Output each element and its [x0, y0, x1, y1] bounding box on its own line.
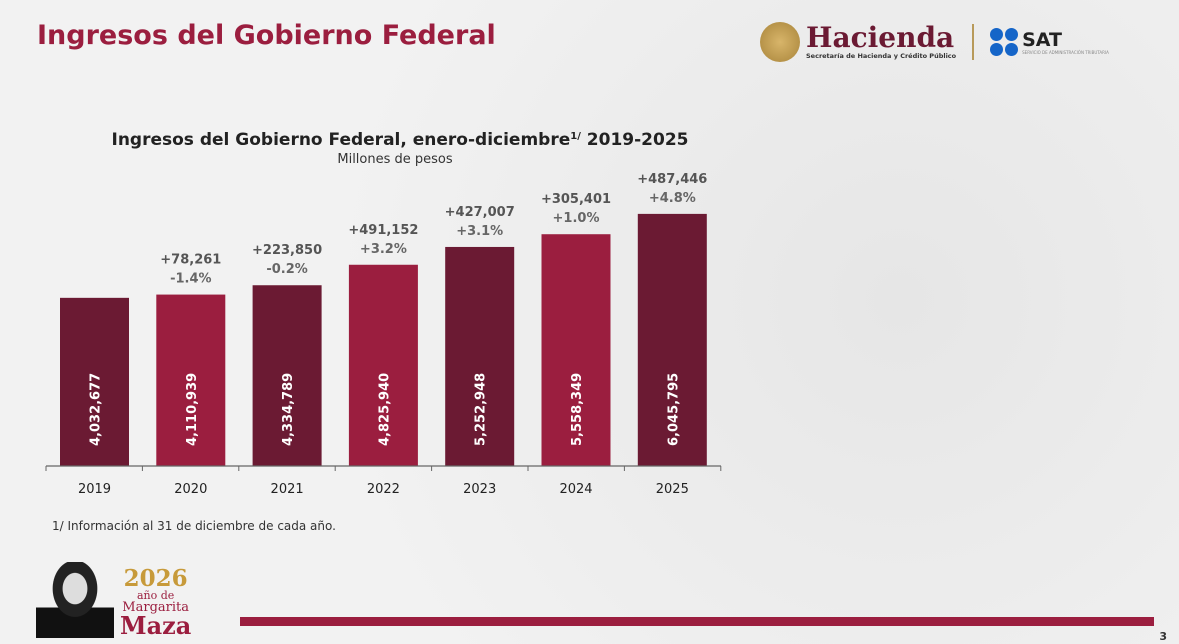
- change-pct-label: +4.8%: [649, 191, 696, 206]
- footnote: 1/ Información al 31 de diciembre de cad…: [52, 519, 336, 533]
- change-abs-label: +305,401: [541, 192, 611, 207]
- change-abs-label: +78,261: [160, 253, 221, 268]
- bar-value-label: 4,825,940: [377, 373, 392, 446]
- bar-2019: [60, 297, 129, 466]
- change-pct-label: +3.1%: [456, 224, 503, 239]
- x-tick-label: 2023: [463, 482, 496, 497]
- x-tick-label: 2021: [271, 482, 304, 497]
- change-abs-label: +487,446: [637, 172, 707, 187]
- bar-value-label: 4,334,789: [281, 373, 296, 446]
- bar-2023: [445, 246, 515, 466]
- x-tick-label: 2019: [78, 482, 111, 497]
- brand-year: 2026: [123, 565, 188, 592]
- change-abs-label: +223,850: [252, 243, 322, 258]
- bar-value-label: 4,110,939: [185, 373, 200, 446]
- brand-line2: Margarita: [122, 600, 189, 615]
- brand-line1: año de: [136, 589, 175, 602]
- sat-logo-text: SAT: [1022, 28, 1062, 51]
- hacienda-logo-text: Hacienda: [806, 21, 955, 54]
- change-pct-label: -0.2%: [266, 262, 307, 277]
- change-abs-label: +491,152: [348, 223, 418, 238]
- change-pct-label: -1.4%: [170, 272, 211, 287]
- margarita-maza-logo: 2026 año de Margarita Maza: [36, 562, 191, 638]
- bar-value-label: 6,045,795: [666, 373, 681, 446]
- bar-value-label: 5,252,948: [474, 373, 489, 446]
- bar-2021: [252, 285, 322, 466]
- logo-divider: [972, 24, 975, 60]
- change-pct-label: +3.2%: [360, 242, 407, 257]
- chart-title: Ingresos del Gobierno Federal, enero-dic…: [112, 130, 689, 150]
- bar-2024: [541, 234, 611, 466]
- hacienda-logo-sub: Secretaría de Hacienda y Crédito Público: [806, 52, 957, 60]
- sat-dots-icon: [990, 28, 1019, 56]
- x-tick-label: 2024: [559, 482, 592, 497]
- bar-2025: [637, 213, 707, 466]
- change-pct-label: +1.0%: [553, 211, 600, 226]
- footer-bar: [240, 617, 1154, 626]
- portrait-image: [36, 562, 114, 638]
- change-abs-label: +427,007: [445, 205, 515, 220]
- bar-value-label: 4,032,677: [89, 373, 104, 446]
- x-tick-label: 2022: [367, 482, 400, 497]
- x-tick-label: 2025: [656, 482, 689, 497]
- seal-icon: [760, 22, 800, 62]
- chart-subtitle: Millones de pesos: [337, 152, 453, 167]
- bar-2020: [156, 294, 226, 466]
- page-number: 3: [1159, 630, 1167, 643]
- bar-2022: [348, 264, 418, 466]
- sat-logo-sub: SERVICIO DE ADMINISTRACIÓN TRIBUTARIA: [1022, 49, 1109, 55]
- hacienda-sat-logo: Hacienda Secretaría de Hacienda y Crédito…: [760, 20, 1109, 64]
- page-title: Ingresos del Gobierno Federal: [37, 20, 496, 51]
- x-tick-label: 2020: [174, 482, 207, 497]
- brand-line3: Maza: [120, 611, 192, 640]
- bar-value-label: 5,558,349: [570, 373, 585, 446]
